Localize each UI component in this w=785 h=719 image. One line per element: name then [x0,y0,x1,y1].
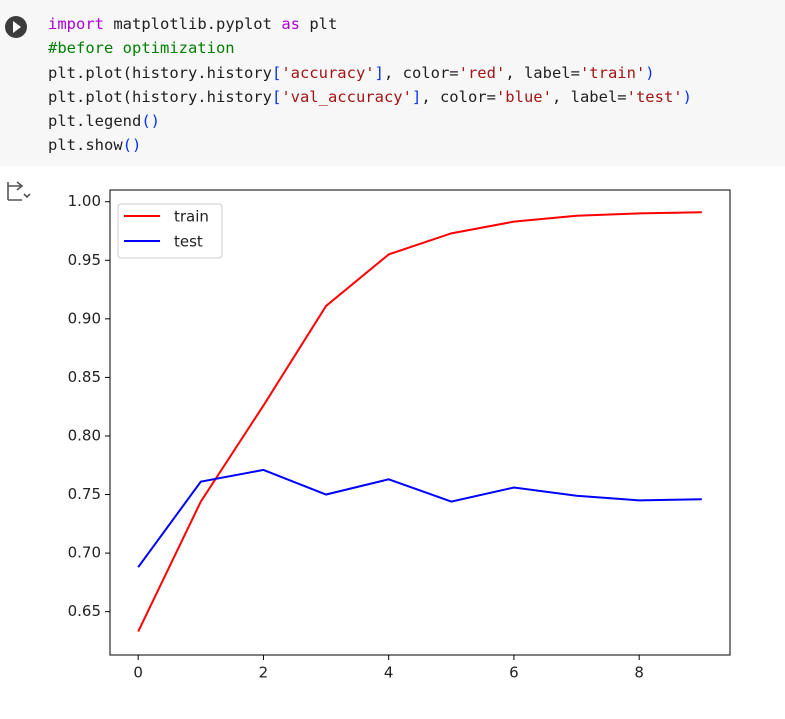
x-tick-label: 6 [509,664,519,682]
code-token: ) [645,63,655,82]
code-token: 'test' [626,87,683,106]
y-tick-label: 0.80 [68,426,101,444]
x-tick-label: 0 [133,664,143,682]
code-token: 'blue' [495,87,552,106]
code-token: () [122,136,142,155]
output-toggle[interactable] [2,178,32,208]
code-token: [ [271,63,282,82]
code-token: plt [299,15,338,33]
code-line: plt.legend() [48,109,692,133]
code-token: import [48,15,104,33]
code-token: 'red' [458,63,506,82]
code-token: , color= [383,63,459,82]
chart: 0.65 0.70 0.75 0.80 0.85 0.90 0.95 1.00 0 2 4 6 8 tra… [68,189,731,682]
run-button[interactable] [0,2,40,52]
y-tick-label: 1.00 [68,192,101,210]
y-tick-label: 0.65 [68,602,101,620]
code-token: ] [411,87,422,106]
code-line: plt.plot(history.history['val_accuracy']… [48,85,692,109]
legend-label: test [174,233,203,251]
code-token: [ [271,87,282,106]
x-tick-label: 2 [259,664,269,682]
code-editor[interactable]: import matplotlib.pyplot as plt #before o… [48,12,692,158]
axes-frame [109,189,731,656]
code-token: plt.plot(history.history [48,87,272,106]
code-line: #before optimization [48,36,692,60]
code-token: ) [682,87,692,106]
code-token: , label= [505,63,580,82]
code-token: plt.legend [48,112,142,131]
code-token: , color= [421,87,496,106]
code-token: 'train' [579,63,646,82]
code-token: as [281,15,300,33]
series-line [137,211,702,633]
code-line: plt.plot(history.history['accuracy'], co… [48,61,692,85]
code-line: import matplotlib.pyplot as plt [48,12,692,36]
code-token: plt.show [48,136,123,155]
x-tick-label: 4 [384,664,394,682]
y-tick-label: 0.95 [68,251,101,269]
series-line [137,468,702,568]
y-tick-label: 0.90 [68,309,101,327]
code-line: plt.show() [48,133,692,157]
code-token: 'accuracy' [281,63,375,82]
legend-label: train [174,208,209,226]
x-tick-label: 8 [634,664,644,682]
code-token: ] [374,63,384,82]
y-tick-label: 0.75 [68,485,101,503]
code-token: 'val_accuracy' [281,87,412,106]
code-token: matplotlib.pyplot [104,15,282,33]
y-tick-label: 0.85 [68,368,101,386]
code-token: , label= [551,87,627,106]
code-token: plt.plot(history.history [48,63,272,82]
legend-box [117,203,223,259]
code-token: () [141,112,160,131]
code-cell: import matplotlib.pyplot as plt #before o… [0,0,785,166]
code-token: #before optimization [48,39,235,58]
y-tick-label: 0.70 [68,544,101,562]
